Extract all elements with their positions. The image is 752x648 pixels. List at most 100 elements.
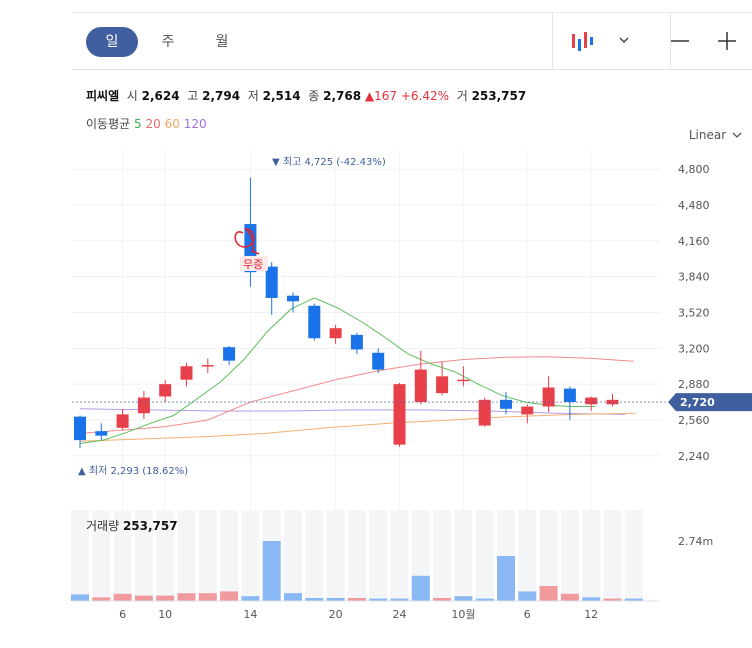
candle-body <box>521 406 534 415</box>
candle-body <box>350 334 363 350</box>
y-tick-label: 3,520 <box>678 307 710 320</box>
volume-bar <box>518 591 537 601</box>
volume-bar <box>326 598 345 601</box>
candle-body <box>137 397 150 414</box>
volume-bg <box>156 510 175 601</box>
toolbar-divider <box>552 13 553 69</box>
volume-bg <box>390 510 409 601</box>
volume-bg <box>624 510 643 601</box>
volume-title-value: 253,757 <box>122 519 178 533</box>
candle-body <box>116 414 129 428</box>
volume-bar <box>262 541 281 601</box>
chevron-down-icon <box>732 132 742 138</box>
candle-body <box>223 347 236 361</box>
y-tick-label: 2,560 <box>678 414 710 427</box>
volume-bar <box>177 593 196 601</box>
scale-selector[interactable]: Linear <box>688 128 742 142</box>
y-tick-label: 4,480 <box>678 199 710 212</box>
toolbar-divider <box>670 13 671 69</box>
y-tick-label: 3,840 <box>678 271 710 284</box>
ma-20-label[interactable]: 20 <box>145 117 161 131</box>
low-value: 2,514 <box>262 89 301 103</box>
candle-body <box>436 376 449 394</box>
scale-label: Linear <box>688 128 727 142</box>
candle-body <box>159 384 172 397</box>
candle-body <box>457 379 470 382</box>
minus-icon[interactable] <box>670 31 690 51</box>
y-tick-label: 4,160 <box>678 235 710 248</box>
chart-toolbar: 일 주 월 <box>72 12 752 70</box>
annotation-text: 무증 <box>243 258 263 271</box>
candle-body <box>95 431 108 436</box>
volume-bg <box>92 510 111 601</box>
volume-bar <box>411 575 430 601</box>
volume-bar <box>220 591 239 601</box>
min-price-label: ▲ 최저 2,293 (18.62%) <box>78 465 188 477</box>
x-tick-label: 6 <box>524 608 531 621</box>
stock-name: 피씨엘 <box>86 89 120 103</box>
volume-bg <box>305 510 324 601</box>
volume-bar <box>347 598 366 601</box>
current-price-label: 2,720 <box>680 396 715 409</box>
x-tick-label: 12 <box>584 608 598 621</box>
ma-60-label[interactable]: 60 <box>164 117 180 131</box>
ma-120-label[interactable]: 120 <box>183 117 207 131</box>
tab-day[interactable]: 일 <box>86 27 138 57</box>
low-label: 저 <box>247 89 259 103</box>
tab-month[interactable]: 월 <box>215 34 229 50</box>
volume-bar <box>369 598 388 601</box>
volume-title: 거래량 <box>86 519 120 533</box>
volume-bg <box>539 510 558 601</box>
hand-drawn-annotation <box>234 228 260 255</box>
volume-bar <box>241 596 260 601</box>
x-tick-label: 24 <box>393 608 407 621</box>
candle-body <box>180 366 193 380</box>
x-tick-label: 6 <box>119 608 126 621</box>
moving-average-legend: 이동평균 5 20 60 120 <box>86 115 207 132</box>
candlestick-icon[interactable] <box>570 30 596 52</box>
volume-bg <box>560 510 579 601</box>
open-label: 시 <box>126 89 138 103</box>
high-label: 고 <box>187 89 199 103</box>
plus-icon[interactable] <box>717 31 737 51</box>
volume-bar <box>454 596 473 601</box>
open-value: 2,624 <box>141 89 180 103</box>
volume-bg <box>369 510 388 601</box>
volume-bg <box>113 510 132 601</box>
volume-bg <box>134 510 153 601</box>
x-tick-label: 10월 <box>451 608 475 621</box>
volume-bar <box>92 597 111 601</box>
volume-bg <box>582 510 601 601</box>
volume-bg <box>603 510 622 601</box>
volume-bg <box>284 510 302 601</box>
max-price-label: ▼ 최고 4,725 (-42.43%) <box>272 156 386 168</box>
volume-bg <box>326 510 345 601</box>
volume-bg <box>433 510 452 601</box>
candle-body <box>542 387 555 407</box>
annotation-box <box>240 256 268 271</box>
candle-body <box>393 384 406 445</box>
volume-bar <box>390 598 409 601</box>
candle-body <box>500 399 512 409</box>
volume-bar <box>284 593 302 601</box>
candle-body <box>414 369 427 403</box>
y-tick-label: 2,880 <box>678 378 710 391</box>
volume-bar <box>134 595 153 601</box>
volume-bg <box>454 510 473 601</box>
chevron-down-icon[interactable] <box>618 35 630 45</box>
candle-body <box>563 388 576 403</box>
volume-bg <box>71 510 89 601</box>
ma-120-line <box>79 408 626 415</box>
tab-week[interactable]: 주 <box>161 34 175 50</box>
volume-bg <box>177 510 196 601</box>
x-tick-label: 20 <box>329 608 343 621</box>
candle-body <box>585 397 598 405</box>
ma-5-label[interactable]: 5 <box>134 117 142 131</box>
change-percent: +6.42% <box>400 89 450 103</box>
y-tick-label: 2,240 <box>678 450 710 463</box>
candle-body <box>329 328 342 339</box>
ma-20-line <box>79 356 634 434</box>
change-value: ▲167 <box>364 89 398 103</box>
volume-bar <box>539 586 558 601</box>
